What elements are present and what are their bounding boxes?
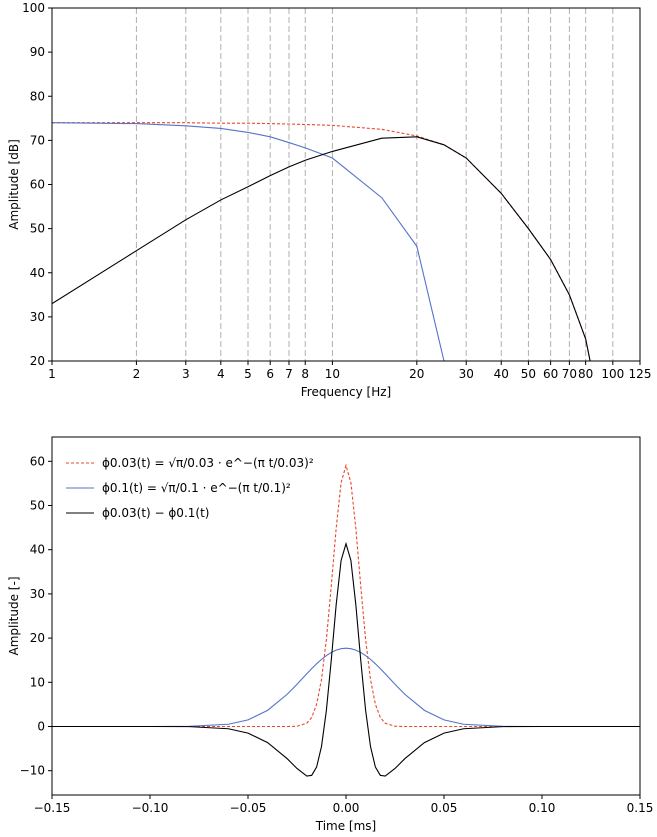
y-tick-label: 60 [30, 178, 45, 192]
x-tick-label: 3 [182, 367, 190, 381]
x-tick-label: 0.05 [431, 801, 458, 815]
y-tick-label: 10 [30, 675, 45, 689]
y-axis-label: Amplitude [-] [7, 576, 21, 655]
y-tick-label: 50 [30, 222, 45, 236]
x-tick-label: 5 [244, 367, 252, 381]
x-tick-label: 40 [494, 367, 509, 381]
y-tick-label: 0 [37, 719, 45, 733]
x-tick-label: 30 [459, 367, 474, 381]
x-tick-label: 0.10 [529, 801, 556, 815]
x-tick-label: 6 [266, 367, 274, 381]
legend-label: ϕ0.03(t) = √π/0.03 · e^−(π t/0.03)² [102, 456, 314, 470]
series-line [52, 122, 445, 361]
x-tick-label: 0.00 [333, 801, 360, 815]
x-tick-label: −0.05 [230, 801, 267, 815]
axes-frame [51, 436, 641, 796]
y-tick-label: 20 [30, 631, 45, 645]
y-tick-label: 90 [30, 45, 45, 59]
x-tick-label: 70 [562, 367, 577, 381]
x-tick-label: 125 [629, 367, 652, 381]
y-tick-label: 80 [30, 89, 45, 103]
subplot: −0.15 −0.10 −0.05 0.00 0.05 0.10 0.15 −10 0 10 20 3… [7, 436, 654, 833]
x-tick-label: 60 [543, 367, 558, 381]
x-tick-label: 2 [133, 367, 141, 381]
y-tick-label: 40 [30, 266, 45, 280]
y-tick-label: −10 [20, 764, 45, 778]
y-tick-label: 30 [30, 310, 45, 324]
y-axis-label: Amplitude [dB] [7, 139, 21, 230]
x-tick-label: 100 [601, 367, 624, 381]
y-tick-label: 70 [30, 133, 45, 147]
series-line [52, 541, 640, 777]
subplot: 1 2 3 4 5 6 7 8 10 20 30 40 50 60 70 80 100 1252030405060… [7, 1, 651, 399]
y-tick-label: 30 [30, 587, 45, 601]
y-tick-label: 20 [30, 354, 45, 368]
legend-label: ϕ0.1(t) = √π/0.1 · e^−(π t/0.1)² [102, 481, 291, 495]
x-tick-label: −0.10 [132, 801, 169, 815]
x-tick-label: 20 [409, 367, 424, 381]
x-tick-label: 80 [578, 367, 593, 381]
y-tick-label: 60 [30, 454, 45, 468]
x-axis-label: Time [ms] [315, 819, 377, 833]
series-line [52, 136, 591, 361]
x-axis-label: Frequency [Hz] [301, 385, 392, 399]
series-line [52, 463, 640, 728]
x-tick-label: 8 [301, 367, 309, 381]
y-tick-label: 50 [30, 499, 45, 513]
x-tick-label: 7 [285, 367, 293, 381]
series-line [52, 647, 640, 728]
x-tick-label: 1 [48, 367, 56, 381]
y-tick-label: 100 [22, 1, 45, 15]
x-tick-label: −0.15 [34, 801, 71, 815]
x-tick-label: 10 [325, 367, 340, 381]
series-line [52, 122, 591, 361]
axes-frame [51, 7, 641, 362]
x-tick-label: 50 [521, 367, 536, 381]
x-tick-label: 4 [217, 367, 225, 381]
legend-label: ϕ0.03(t) − ϕ0.1(t) [102, 506, 209, 520]
x-tick-label: 0.15 [627, 801, 654, 815]
y-tick-label: 40 [30, 543, 45, 557]
